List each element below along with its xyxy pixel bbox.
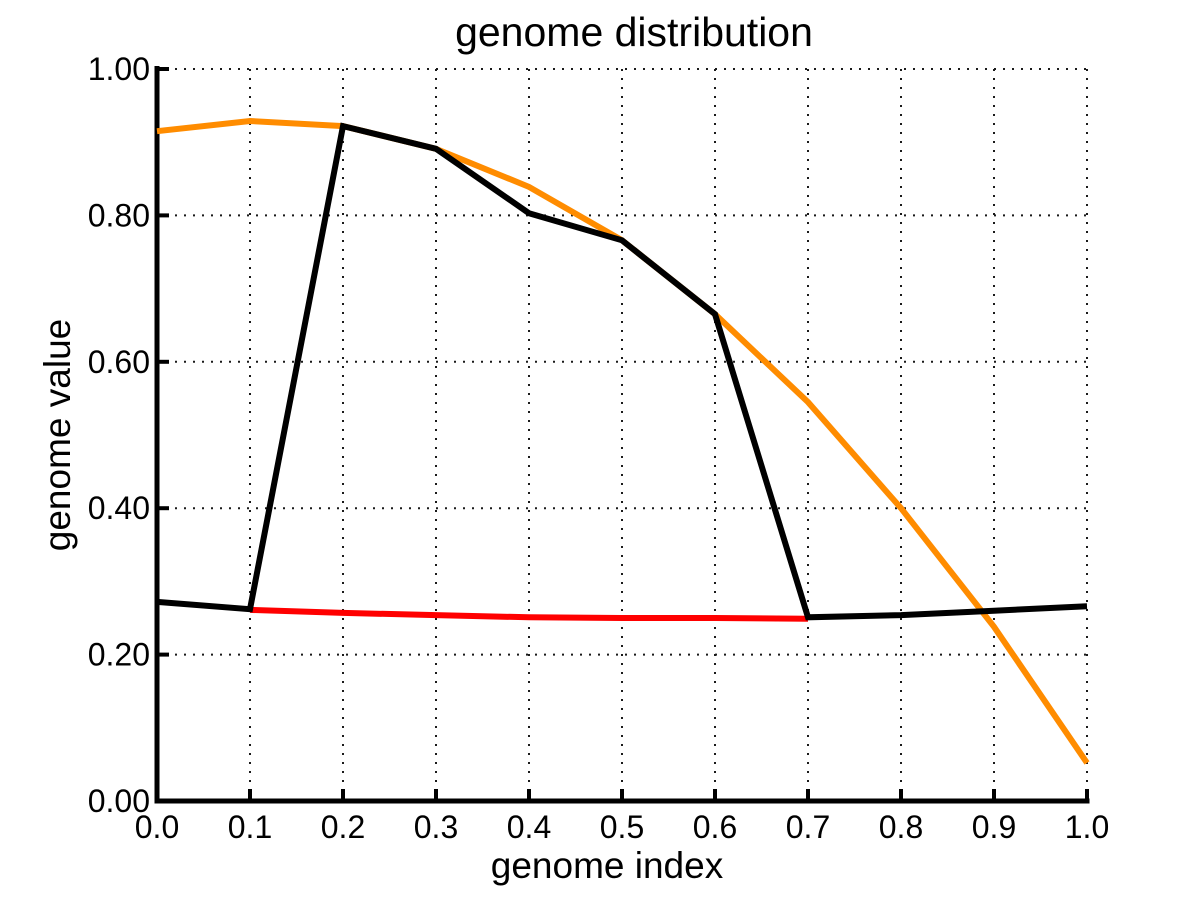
series-line-orange-smooth-curve bbox=[156, 117, 1090, 765]
x-tick-label: 0.4 bbox=[507, 809, 551, 845]
grid-lines bbox=[157, 68, 1088, 801]
chart-title: genome distribution bbox=[455, 9, 813, 55]
y-tick-label: 0.80 bbox=[88, 197, 150, 233]
x-tick-label: 0.9 bbox=[972, 809, 1016, 845]
x-axis-label: genome index bbox=[491, 845, 724, 886]
y-axis-label: genome value bbox=[37, 319, 78, 551]
y-tick-label: 0.40 bbox=[88, 490, 150, 526]
series-line-black-genome-curve bbox=[156, 122, 1088, 621]
y-tick-label: 0.20 bbox=[88, 637, 150, 673]
x-tick-label: 0.5 bbox=[600, 809, 644, 845]
x-tick-labels: 0.0 0.1 0.2 0.3 0.4 0.5 0.6 0.7 0.8 0.9 1.0 bbox=[135, 809, 1109, 845]
x-tick-label: 0.8 bbox=[879, 809, 923, 845]
x-tick-label: 0.6 bbox=[693, 809, 737, 845]
data-series bbox=[156, 117, 1090, 765]
x-tick-label: 0.2 bbox=[321, 809, 365, 845]
series-line-red-flat-curve bbox=[249, 606, 809, 622]
x-tick-label: 0.1 bbox=[228, 809, 272, 845]
x-tick-label: 0.3 bbox=[414, 809, 458, 845]
y-tick-label: 0.60 bbox=[88, 344, 150, 380]
y-axis-ticks bbox=[157, 67, 169, 803]
y-tick-label: 1.00 bbox=[88, 51, 150, 87]
y-tick-labels: 0.00 0.20 0.40 0.60 0.80 1.00 bbox=[88, 51, 150, 819]
axes bbox=[154, 66, 1090, 804]
y-tick-label: 0.00 bbox=[88, 783, 150, 819]
x-tick-label: 0.7 bbox=[786, 809, 830, 845]
x-tick-label: 1.0 bbox=[1065, 809, 1109, 845]
x-tick-label: 0.0 bbox=[135, 809, 179, 845]
